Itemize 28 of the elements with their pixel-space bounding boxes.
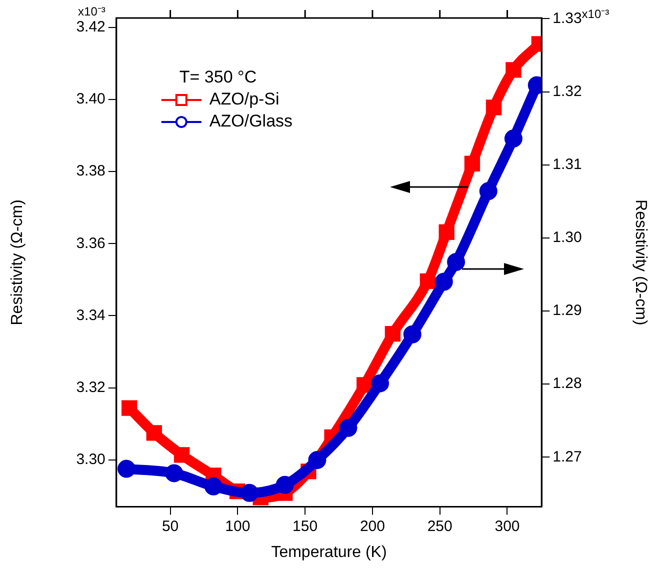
- text: x10⁻³: [78, 4, 106, 19]
- y-tick-label: 3.40: [76, 90, 106, 108]
- x-tick-label: 300: [494, 518, 520, 535]
- y2-tick-label: 1.32: [552, 82, 582, 100]
- x-tick-label: 100: [225, 518, 250, 535]
- y-tick-label: 3.42: [76, 18, 106, 36]
- y2-axis-title: Resistivity (Ω-cm): [632, 200, 649, 326]
- x-tick-label: 250: [427, 518, 452, 535]
- y-tick-label: 3.32: [76, 378, 106, 396]
- y2-tick-label: 1.28: [552, 375, 582, 392]
- y-axis-title: Resistivity (Ω-cm): [9, 200, 26, 326]
- legend-label: AZO/p-Si: [209, 90, 280, 109]
- x-axis-title: Temperature (K): [271, 544, 387, 561]
- text: x10⁻³: [582, 7, 610, 22]
- y-tick-label: 3.36: [76, 234, 106, 252]
- y2-tick-label: 1.29: [552, 302, 582, 320]
- x-tick-label: 150: [292, 518, 318, 535]
- y-tick-label: 3.34: [76, 306, 106, 324]
- legend-label: AZO/Glass: [209, 112, 293, 131]
- x-tick-label: 200: [360, 518, 385, 535]
- y-tick-label: 3.38: [76, 162, 106, 180]
- y-tick-label: 3.30: [76, 451, 106, 468]
- legend-title: T= 350 °C: [179, 68, 257, 87]
- y2-tick-label: 1.27: [552, 448, 582, 466]
- y2-tick-label: 1.31: [552, 156, 582, 173]
- x-tick-label: 50: [162, 518, 179, 535]
- y2-tick-label: 1.33: [552, 10, 582, 27]
- y2-tick-label: 1.30: [552, 229, 582, 246]
